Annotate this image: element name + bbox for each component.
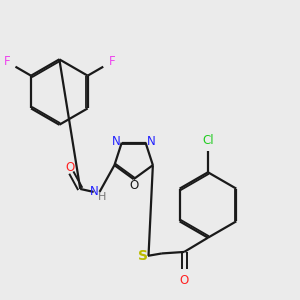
Text: Cl: Cl [202,134,214,147]
Text: N: N [90,185,99,198]
Text: F: F [108,55,115,68]
Text: O: O [180,274,189,287]
Text: S: S [138,249,148,263]
Text: O: O [65,161,74,174]
Text: N: N [112,135,120,148]
Text: H: H [98,192,107,202]
Text: N: N [147,135,156,148]
Text: F: F [4,55,10,68]
Text: O: O [129,179,138,192]
